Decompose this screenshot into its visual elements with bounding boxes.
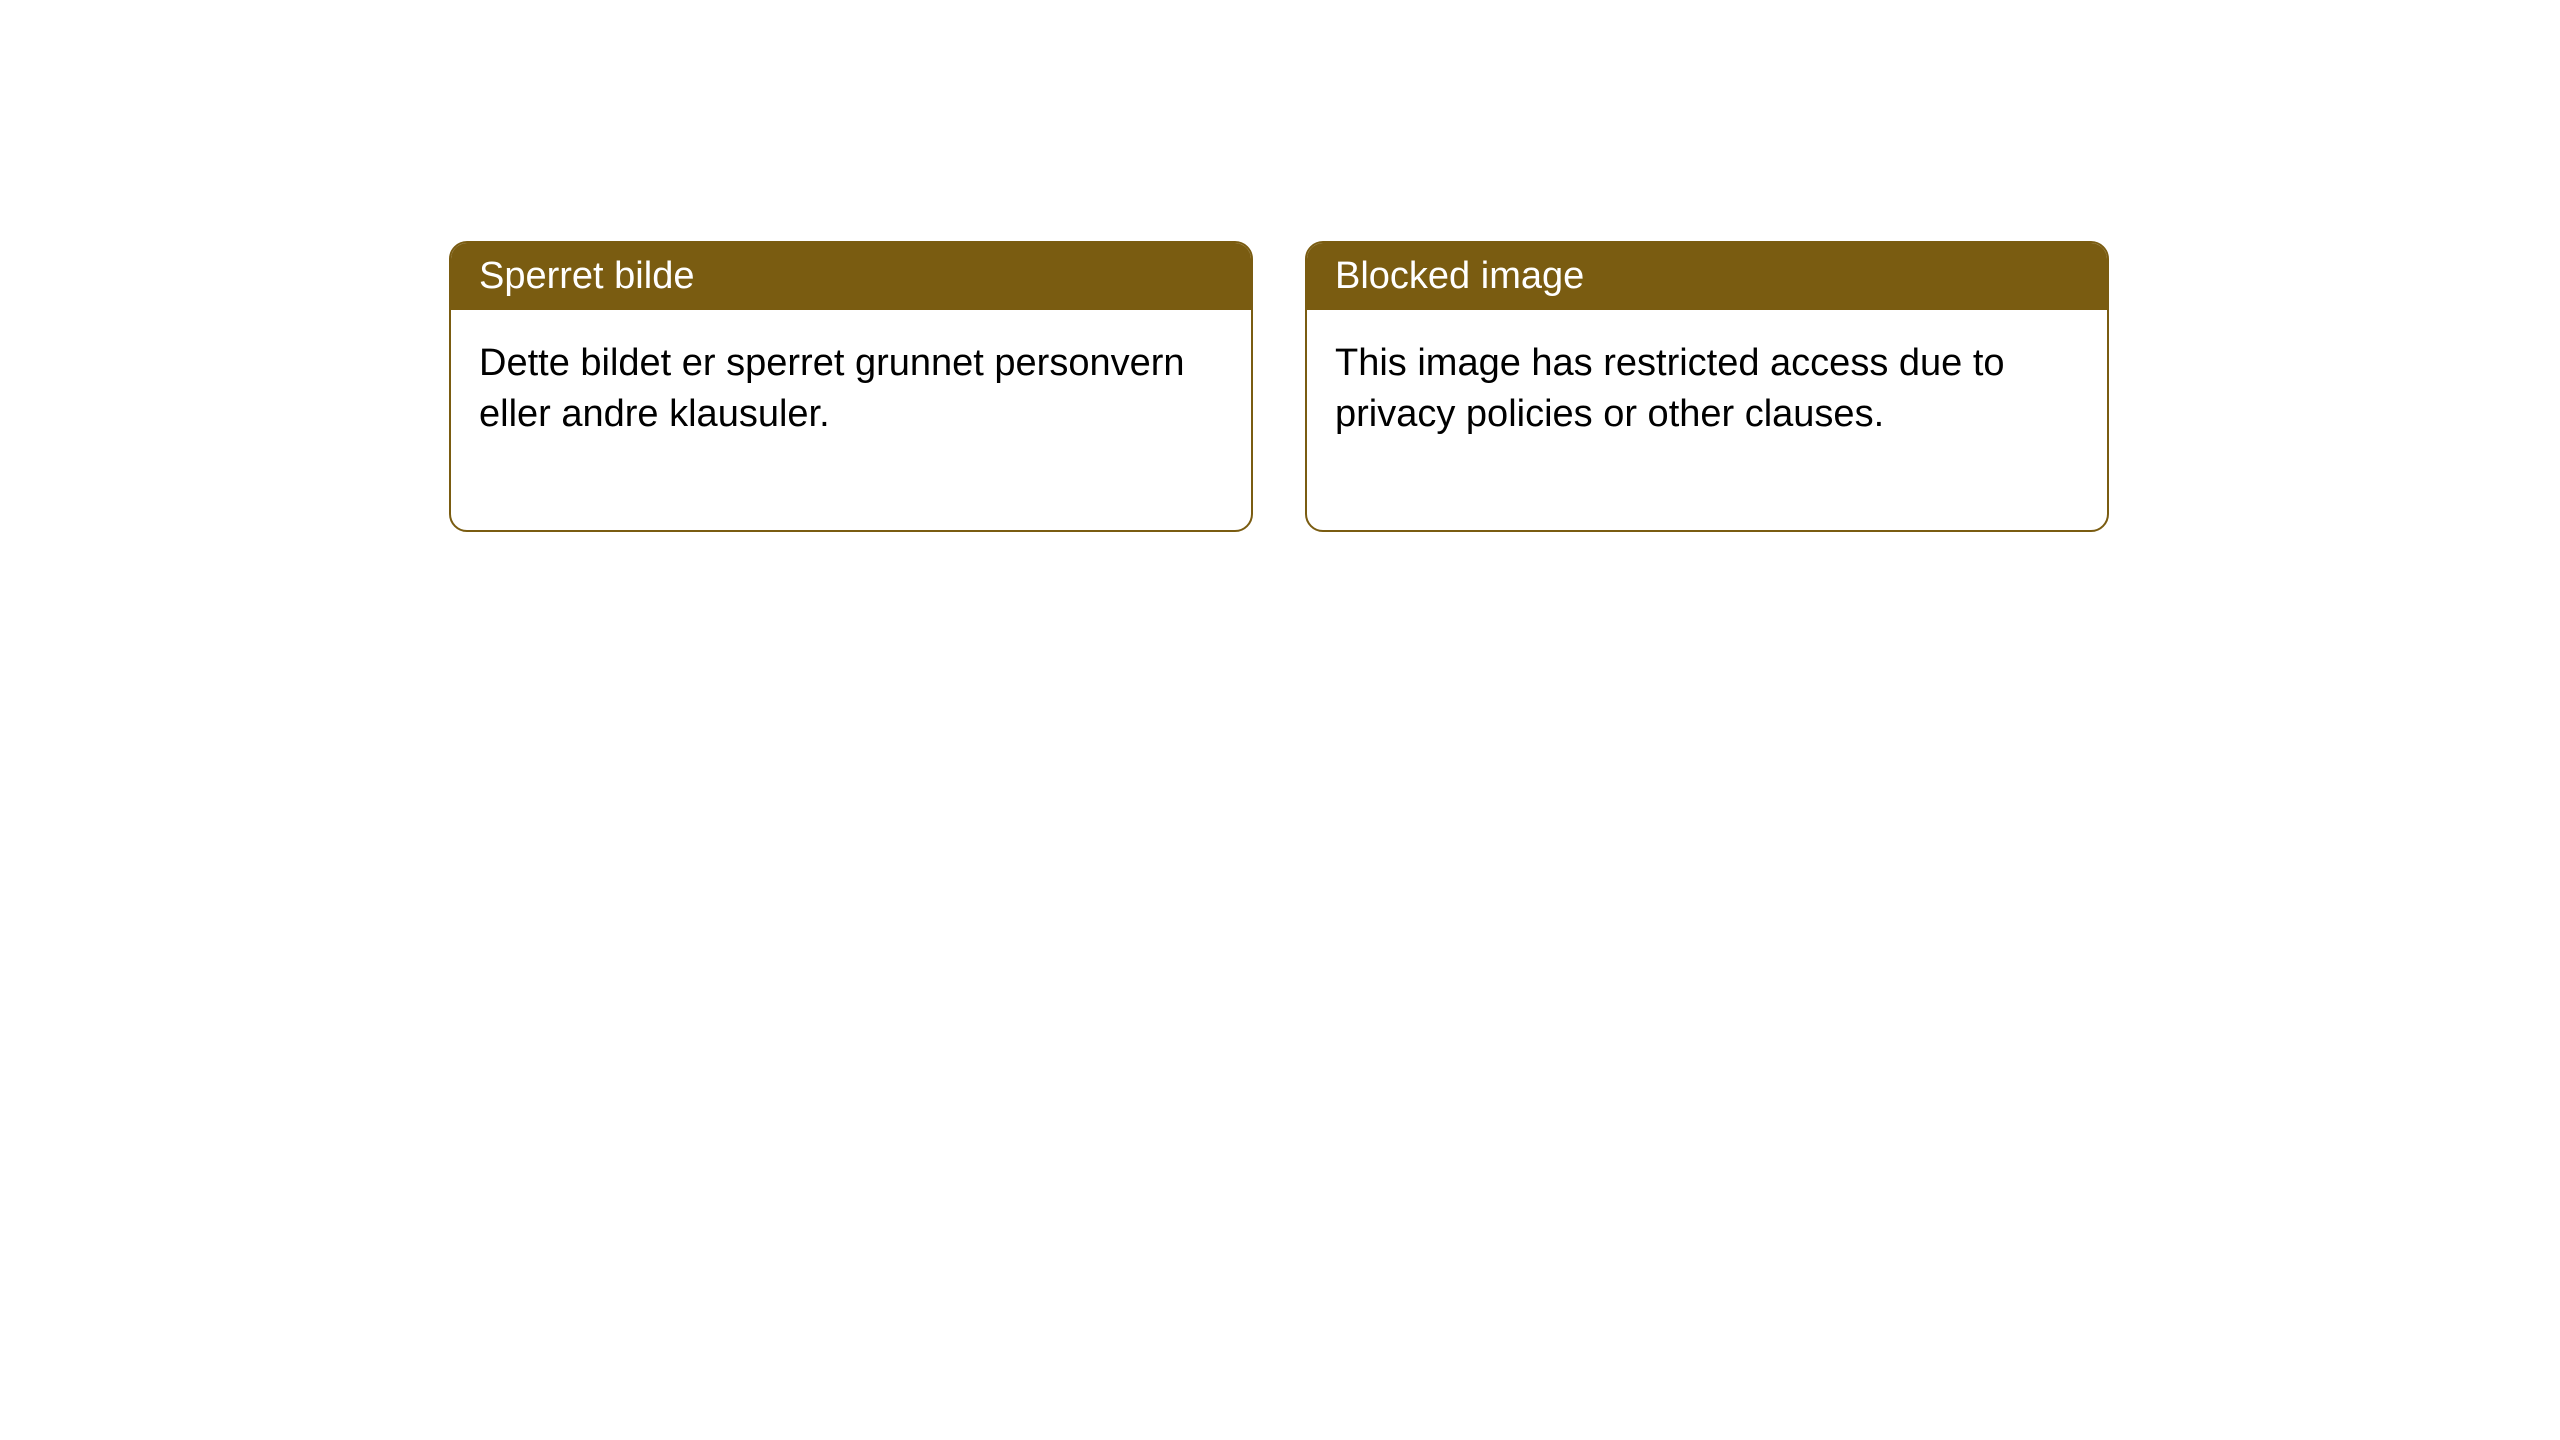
notice-card-en: Blocked image This image has restricted …	[1305, 241, 2109, 532]
notice-header-en: Blocked image	[1307, 243, 2107, 310]
notice-title-en: Blocked image	[1335, 255, 1584, 297]
notice-body-no: Dette bildet er sperret grunnet personve…	[451, 310, 1251, 530]
notice-card-no: Sperret bilde Dette bildet er sperret gr…	[449, 241, 1253, 532]
notice-text-no: Dette bildet er sperret grunnet personve…	[479, 342, 1185, 435]
notice-body-en: This image has restricted access due to …	[1307, 310, 2107, 530]
notice-container: Sperret bilde Dette bildet er sperret gr…	[0, 0, 2560, 532]
notice-text-en: This image has restricted access due to …	[1335, 342, 2005, 435]
notice-title-no: Sperret bilde	[479, 255, 694, 297]
notice-header-no: Sperret bilde	[451, 243, 1251, 310]
